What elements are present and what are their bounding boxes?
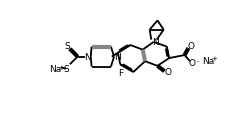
Text: O: O xyxy=(187,42,194,51)
Text: +: + xyxy=(211,56,217,62)
Text: O: O xyxy=(165,68,172,77)
Text: N: N xyxy=(152,38,159,47)
Text: S: S xyxy=(64,42,70,51)
Text: N: N xyxy=(114,53,121,61)
Text: S: S xyxy=(63,64,69,73)
Text: ⁻: ⁻ xyxy=(196,58,200,67)
Text: Na: Na xyxy=(202,56,214,65)
Text: F: F xyxy=(118,69,123,78)
Text: Na: Na xyxy=(49,65,61,74)
Text: O: O xyxy=(189,59,196,68)
Text: +: + xyxy=(59,64,64,70)
Text: N: N xyxy=(84,53,91,61)
